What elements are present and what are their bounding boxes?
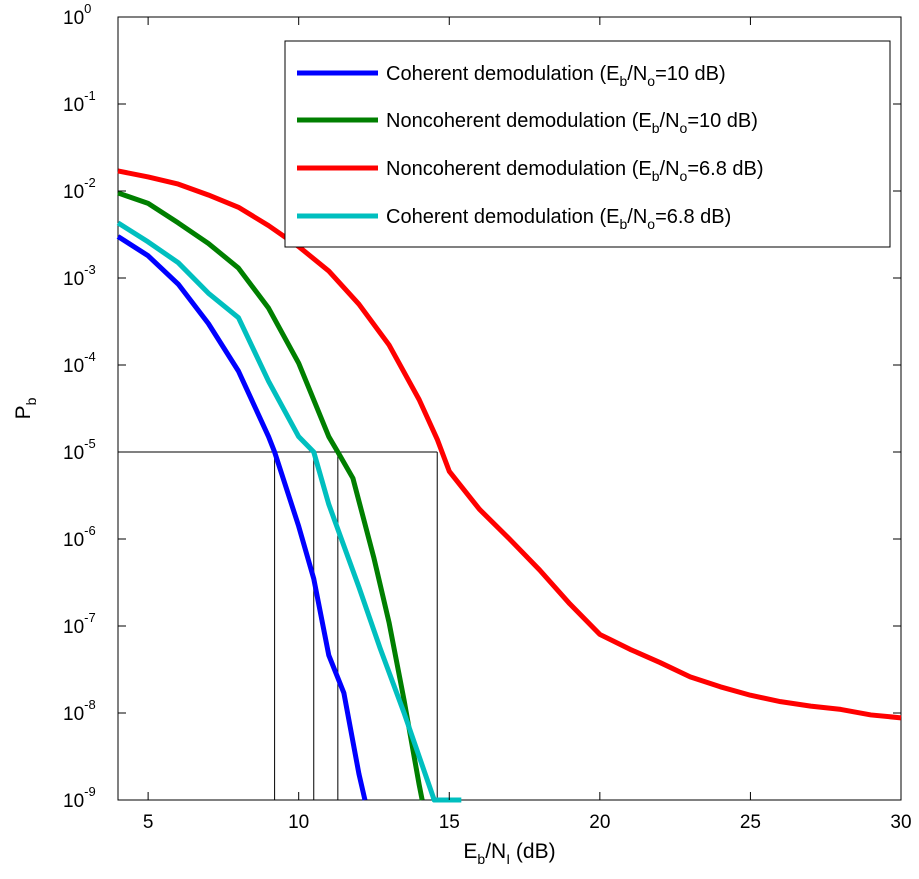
- y-tick-label: 10-4: [63, 349, 96, 377]
- legend: Coherent demodulation (Eb/No=10 dB) Nonco…: [284, 40, 891, 248]
- legend-box: [284, 40, 891, 248]
- x-tick-label: 5: [143, 812, 154, 833]
- y-tick-label: 10-2: [63, 175, 96, 203]
- x-tick-label: 30: [890, 812, 911, 833]
- legend-label-4: Coherent demodulation (Eb/No=6.8 dB): [386, 206, 731, 232]
- series-line-4: [116, 220, 462, 803]
- y-tick-label: 10-6: [63, 523, 96, 551]
- x-tick-label: 10: [288, 812, 309, 833]
- y-axis-label: Pb: [12, 397, 39, 419]
- y-tick-label: 10-7: [63, 610, 96, 638]
- series-layer: [116, 168, 902, 803]
- legend-label-1: Coherent demodulation (Eb/No=10 dB): [386, 63, 726, 89]
- reference-lines: [118, 451, 438, 800]
- x-tick-label: 20: [589, 812, 610, 833]
- x-axis-ticks: 5 10 15 20 25 30: [143, 17, 912, 833]
- y-axis-ticks: 100 10-1 10-2 10-3 10-4 10-5 10-6 10-7 10-8 10-9: [63, 1, 901, 812]
- x-axis-label: Eb/NI (dB): [463, 840, 555, 867]
- series-line-3: [117, 168, 902, 721]
- legend-label-3: Noncoherent demodulation (Eb/No=6.8 dB): [386, 158, 764, 184]
- legend-label-2: Noncoherent demodulation (Eb/No=10 dB): [386, 110, 758, 136]
- series-line-1: [116, 234, 368, 801]
- y-tick-label: 100: [63, 1, 91, 29]
- y-tick-label: 10-9: [63, 784, 96, 812]
- y-tick-label: 10-8: [63, 697, 96, 725]
- x-tick-label: 25: [740, 812, 761, 833]
- y-tick-label: 10-3: [63, 262, 96, 290]
- y-tick-label: 10-5: [63, 436, 96, 464]
- series-line-2: [117, 190, 425, 801]
- y-tick-label: 10-1: [63, 88, 96, 116]
- x-tick-label: 15: [439, 812, 460, 833]
